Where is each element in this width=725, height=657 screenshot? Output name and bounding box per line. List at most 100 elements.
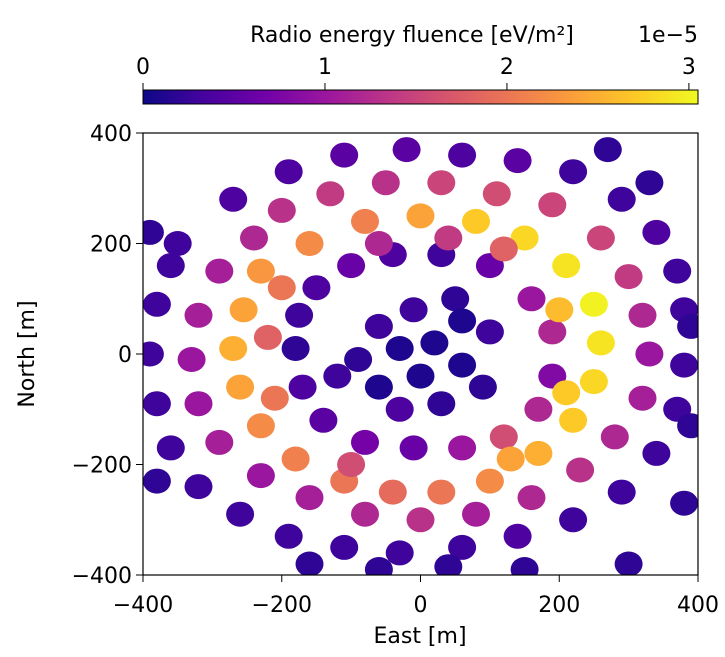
scatter-point	[642, 440, 671, 466]
scatter-point	[677, 313, 698, 339]
plot-area: −400 −200 0 200 400 −400 −200 0 200 400 East [m]…	[15, 122, 719, 649]
scatter-point	[226, 374, 255, 400]
scatter-point	[246, 463, 275, 489]
scatter-point	[309, 407, 338, 433]
scatter-point	[524, 396, 553, 422]
scatter-point	[267, 197, 296, 223]
scatter-point	[642, 219, 671, 245]
scatter-point	[184, 474, 213, 500]
scatter-point	[267, 275, 296, 301]
scatter-point	[496, 446, 525, 472]
scatter-point	[635, 170, 664, 196]
x-axis-label: East [m]	[373, 624, 466, 649]
scatter-point	[628, 385, 657, 411]
scatter-point	[399, 297, 428, 323]
y-tick-label: −200	[72, 454, 132, 479]
scatter-point	[143, 468, 171, 494]
scatter-point	[246, 258, 275, 284]
scatter-point	[517, 485, 546, 511]
scatter-point	[441, 286, 470, 312]
scatter-point	[677, 413, 698, 439]
scatter-point	[330, 534, 359, 560]
scatter-point	[364, 374, 393, 400]
scatter-point	[392, 137, 421, 163]
colorbar-tick-label: 3	[682, 55, 696, 80]
scatter-point	[143, 219, 164, 245]
scatter-point	[156, 435, 185, 461]
scatter-point	[489, 424, 518, 450]
scatter-point	[385, 336, 414, 361]
colorbar-tick-label: 1	[318, 55, 332, 80]
scatter-point	[281, 446, 310, 472]
scatter-point	[399, 435, 428, 461]
scatter-point	[566, 457, 595, 483]
scatter-point	[427, 170, 456, 196]
scatter-point	[205, 258, 234, 284]
y-tick-label: 200	[90, 233, 132, 258]
scatter-point	[670, 490, 698, 516]
scatter-point	[448, 308, 477, 334]
scatter-point	[538, 319, 567, 345]
y-tick-label: 0	[118, 343, 132, 368]
scatter-point	[427, 479, 456, 505]
scatter-point	[364, 557, 393, 575]
scatter-point	[219, 186, 248, 212]
scatter-point	[274, 159, 303, 185]
scatter-point	[364, 313, 393, 339]
scatter-point	[614, 551, 643, 575]
x-tick-label: 400	[677, 593, 719, 618]
scatter-point	[337, 452, 366, 477]
scatter-point	[143, 341, 164, 367]
scatter-point	[351, 208, 379, 234]
scatter-point	[184, 391, 213, 417]
scatter-point	[163, 231, 192, 256]
y-axis-ticks: −400 −200 0 200 400	[72, 122, 143, 589]
scatter-point	[260, 385, 289, 411]
colorbar-label: Radio energy fluence [eV/m²]	[250, 23, 574, 48]
y-tick-label: 400	[90, 122, 132, 147]
scatter-point	[607, 479, 636, 505]
scatter-point	[143, 291, 171, 317]
scatter-point	[295, 551, 324, 575]
scatter-point	[586, 225, 615, 251]
scatter-point	[156, 253, 185, 279]
scatter-point	[552, 380, 581, 406]
scatter-point	[448, 534, 477, 560]
scatter-point	[330, 142, 359, 168]
scatter-point	[406, 363, 435, 389]
scatter-point	[406, 203, 435, 229]
scatter-point	[448, 352, 477, 378]
colorbar-ticks: 0 1 2 3	[136, 55, 696, 90]
scatter-point	[538, 192, 567, 218]
scatter-point	[559, 407, 588, 433]
scatter-point	[586, 330, 615, 356]
scatter-point	[420, 330, 449, 356]
scatter-point	[468, 374, 497, 400]
scatter-point	[184, 302, 213, 328]
scatter-point	[344, 347, 373, 372]
scatter-point	[316, 181, 345, 207]
scatter-point	[219, 336, 248, 361]
y-axis-label: North [m]	[15, 300, 40, 407]
scatter-point	[246, 413, 275, 439]
scatter-point	[240, 225, 268, 251]
scatter-point	[253, 324, 282, 350]
scatter-point	[510, 225, 539, 251]
scatter-point	[524, 440, 553, 466]
scatter-point	[482, 181, 511, 207]
scatter-point	[323, 363, 352, 389]
scatter-point	[607, 186, 636, 212]
colorbar: Radio energy fluence [eV/m²] 1e−5 0 1 2 3	[136, 23, 699, 105]
scatter-point	[552, 253, 581, 279]
scatter-point	[229, 297, 258, 323]
scatter-point	[448, 142, 477, 168]
scatter-point	[226, 501, 255, 527]
x-axis-ticks: −400 −200 0 200 400	[113, 575, 719, 618]
colorbar-tick-label: 2	[500, 55, 514, 80]
scatter-point	[448, 435, 477, 461]
scatter-point	[364, 231, 393, 256]
scatter-point	[177, 347, 206, 372]
scatter-point	[205, 429, 234, 455]
scatter-point	[462, 208, 490, 234]
